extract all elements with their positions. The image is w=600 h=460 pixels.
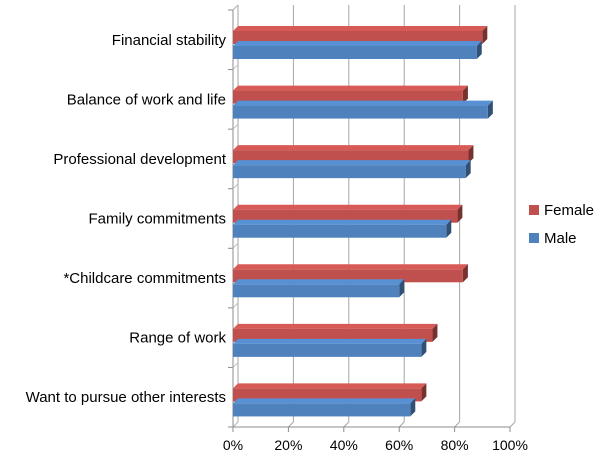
bar-male-0-front [233, 46, 477, 59]
bar-female-1-top [233, 85, 468, 91]
y-wall-line-4 [232, 242, 239, 249]
bar-male-1-side [487, 100, 493, 119]
bar-female-1-side [462, 85, 468, 104]
bar-male-4-front [233, 284, 400, 298]
bar-male-3-front [233, 224, 447, 238]
floor-gridline-1 [288, 421, 294, 428]
category-label-0: Financial stability [112, 32, 227, 49]
x-tick-label-0: 0% [223, 437, 243, 453]
bars [233, 26, 493, 417]
bar-female-4-front [233, 269, 463, 283]
floor-gridline-4 [454, 421, 460, 428]
bar-male-3-top [233, 219, 452, 225]
legend-swatch-male [529, 233, 539, 243]
bar-female-0-side [482, 26, 488, 44]
bar-female-3-side [457, 204, 463, 223]
floor-gridline-2 [343, 421, 350, 428]
y-wall-line-7 [232, 421, 239, 428]
bar-male-6-side [410, 398, 416, 417]
bar-male-5-top [233, 338, 427, 344]
y-wall-line-6 [232, 362, 239, 368]
bar-female-1-front [233, 90, 463, 104]
bar-male-0 [233, 41, 482, 59]
bar-female-5 [233, 323, 438, 342]
bar-female-4-top [233, 264, 468, 270]
x-tick-label-1: 20% [274, 437, 302, 453]
bar-female-2-front [233, 150, 469, 164]
bar-male-6 [233, 398, 416, 417]
bar-male-2 [233, 160, 471, 179]
x-tick-label-5: 100% [492, 437, 528, 453]
bar-female-0-top [233, 26, 488, 31]
bar-male-6-top [233, 398, 416, 404]
bar-male-2-top [233, 160, 471, 166]
bar-female-5-side [432, 323, 438, 342]
bar-female-4 [233, 264, 468, 283]
bar-female-0 [233, 26, 488, 44]
x-tick-label-4: 80% [441, 437, 469, 453]
category-labels: Financial stability Balance of work and l… [26, 32, 227, 406]
bar-female-1 [233, 85, 468, 104]
bar-female-3-top [233, 204, 463, 210]
bar-female-5-top [233, 323, 438, 329]
x-tick-labels: 0% 20% 40% 60% 80% 100% [223, 437, 528, 453]
legend-label-male: Male [544, 230, 577, 247]
category-label-2: Professional development [53, 151, 226, 168]
bar-male-3-side [446, 219, 452, 238]
bar-female-5-front [233, 328, 433, 342]
floor-gridline-5 [509, 421, 516, 428]
bar-male-6-front [233, 403, 411, 417]
x-tick-label-3: 60% [385, 437, 413, 453]
bar-male-2-front [233, 165, 466, 179]
legend: Female Male [529, 202, 594, 247]
bar-female-6-top [233, 383, 427, 389]
y-wall-line-3 [232, 183, 239, 190]
bar-female-3 [233, 204, 463, 223]
bar-male-0-side [476, 41, 482, 59]
floor-gridline-3 [398, 421, 405, 428]
category-label-1: Balance of work and life [67, 91, 226, 108]
bar-male-1 [233, 100, 493, 119]
x-tick-label-2: 40% [330, 437, 358, 453]
category-label-3: Family commitments [88, 211, 226, 228]
bar-female-3-front [233, 209, 458, 223]
category-label-5: Range of work [129, 330, 226, 347]
bar-male-1-front [233, 105, 488, 119]
legend-swatch-female [529, 205, 539, 215]
bar-male-4 [233, 279, 405, 298]
bar-male-5-front [233, 343, 422, 357]
bar-male-4-side [399, 279, 405, 298]
bar-male-4-top [233, 279, 405, 285]
bar-male-1-top [233, 100, 493, 106]
y-wall-line-5 [232, 302, 239, 309]
category-label-4: *Childcare commitments [63, 270, 226, 287]
bar-male-5-side [421, 338, 427, 357]
bar-female-2 [233, 145, 474, 164]
bar-female-6-front [233, 388, 422, 402]
category-label-6: Want to pursue other interests [26, 389, 226, 406]
bar-female-6 [233, 383, 427, 402]
bar-female-2-side [468, 145, 474, 164]
bar-female-6-side [421, 383, 427, 402]
bar-male-2-side [465, 160, 471, 179]
legend-label-female: Female [544, 202, 594, 219]
bar-male-0-top [233, 41, 482, 46]
y-wall-line-1 [232, 64, 239, 70]
bar-female-0-front [233, 31, 483, 44]
y-wall-line-0 [232, 4, 239, 11]
bar-male-3 [233, 219, 452, 238]
bar-female-2-top [233, 145, 474, 151]
bar-male-5 [233, 338, 427, 357]
bar-female-4-side [462, 264, 468, 283]
y-wall-line-2 [232, 123, 239, 130]
